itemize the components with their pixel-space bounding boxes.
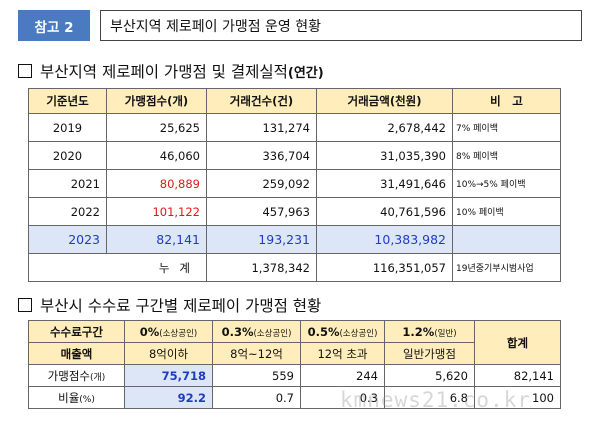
tier-range-row: 매출액 8억이하 8억~12억 12억 초과 일반가맹점 xyxy=(28,342,561,365)
header-cell: 비 고 xyxy=(452,88,561,114)
stores-value-cell: 559 xyxy=(212,364,301,387)
header-cell: 가맹점수(개) xyxy=(106,88,207,114)
table-row-highlighted: 2023 82,141 193,231 10,383,982 xyxy=(28,225,561,254)
header-cell: 거래금액(천원) xyxy=(316,88,453,114)
total-label: 누계 xyxy=(158,260,200,275)
count-cell: 131,274 xyxy=(206,113,317,142)
stores-total-cell: 82,141 xyxy=(474,364,561,387)
year-cell: 2020 xyxy=(28,141,107,170)
ratio-value-cell: 0.7 xyxy=(212,386,301,409)
year-cell: 2023 xyxy=(28,225,107,254)
year-cell: 2022 xyxy=(28,197,107,226)
year-cell: 2019 xyxy=(28,113,107,142)
tier-range-cell: 일반가맹점 xyxy=(384,342,475,365)
note-cell xyxy=(452,225,561,254)
header-cell: 기준년도 xyxy=(28,88,107,114)
amount-cell: 2,678,442 xyxy=(316,113,453,142)
total-label-cell: 누계 xyxy=(28,253,207,282)
row-header-fee-tier: 수수료구간 xyxy=(28,320,125,343)
amount-cell: 31,491,646 xyxy=(316,169,453,198)
stores-unit: (개) xyxy=(90,372,106,383)
ratio-unit: (%) xyxy=(79,394,95,405)
fee-tier-table: 수수료구간 0%(소상공인) 0.3%(소상공인) 0.5%(소상공인) 1.2… xyxy=(28,320,561,409)
ratio-value-cell: 92.2 xyxy=(124,386,213,409)
year-cell: 2021 xyxy=(28,169,107,198)
stores-value-cell: 75,718 xyxy=(124,364,213,387)
tier-rate: 0% xyxy=(139,324,160,339)
stores-value-cell: 5,620 xyxy=(384,364,475,387)
count-cell: 193,231 xyxy=(206,225,317,254)
section-1-title: 부산지역 제로페이 가맹점 및 결제실적 xyxy=(40,63,288,81)
ratio-value-cell: 0.3 xyxy=(300,386,385,409)
tier-note: (소상공인) xyxy=(253,328,292,339)
tier-note: (일반) xyxy=(434,328,457,339)
tier-rate-row: 수수료구간 0%(소상공인) 0.3%(소상공인) 0.5%(소상공인) 1.2… xyxy=(28,320,561,365)
count-cell: 457,963 xyxy=(206,197,317,226)
table-row: 2019 25,625 131,274 2,678,442 7% 페이백 xyxy=(28,113,561,142)
tier-range-cell: 8억이하 xyxy=(124,342,213,365)
table-row-stores: 가맹점수(개) 75,718 559 244 5,620 82,141 xyxy=(28,364,561,387)
stores-cell: 46,060 xyxy=(106,141,207,170)
header-cell: 거래건수(건) xyxy=(206,88,317,114)
table-total-row: 누계 1,378,342 116,351,057 19년중기부시범사업 xyxy=(28,253,561,282)
checkbox-square-icon xyxy=(18,64,32,78)
checkbox-square-icon xyxy=(18,298,32,312)
table-header-row: 기준년도 가맹점수(개) 거래건수(건) 거래금액(천원) 비 고 xyxy=(28,88,561,114)
table-row: 2020 46,060 336,704 31,035,390 8% 페이백 xyxy=(28,141,561,170)
amount-cell: 31,035,390 xyxy=(316,141,453,170)
tier-range-cell: 12억 초과 xyxy=(300,342,385,365)
tier-range-cell: 8억~12억 xyxy=(212,342,301,365)
reference-badge: 참고 2 xyxy=(18,10,90,41)
stores-value-cell: 244 xyxy=(300,364,385,387)
stores-cell: 80,889 xyxy=(106,169,207,198)
tier-rate-cell: 0.5%(소상공인) xyxy=(300,320,385,343)
row-header-sales: 매출액 xyxy=(28,342,125,365)
note-cell: 8% 페이백 xyxy=(452,141,561,170)
tier-note: (소상공인) xyxy=(339,328,378,339)
table-row: 2021 80,889 259,092 31,491,646 10%→5% 페이… xyxy=(28,169,561,198)
tier-rate-cell: 0.3%(소상공인) xyxy=(212,320,301,343)
stores-label-cell: 가맹점수(개) xyxy=(28,364,125,387)
total-note-cell: 19년중기부시범사업 xyxy=(452,253,561,282)
table-row: 2022 101,122 457,963 40,761,596 10% 페이백 xyxy=(28,197,561,226)
tier-rate-cell: 1.2%(일반) xyxy=(384,320,475,343)
tier-rate: 1.2% xyxy=(402,324,435,339)
amount-cell: 40,761,596 xyxy=(316,197,453,226)
section-heading-2: 부산시 수수료 구간별 제로페이 가맹점 현황 xyxy=(18,294,321,316)
stores-label: 가맹점수 xyxy=(47,368,90,383)
note-cell: 10% 페이백 xyxy=(452,197,561,226)
page-title: 부산지역 제로페이 가맹점 운영 현황 xyxy=(100,10,582,41)
ratio-total-cell: 100 xyxy=(474,386,561,409)
amount-cell: 10,383,982 xyxy=(316,225,453,254)
note-cell: 10%→5% 페이백 xyxy=(452,169,561,198)
total-header-cell: 합계 xyxy=(474,320,561,365)
store-performance-table: 기준년도 가맹점수(개) 거래건수(건) 거래금액(천원) 비 고 2019 2… xyxy=(28,88,561,282)
watermark: kmnews21.co.kr xyxy=(340,388,532,412)
stores-cell: 25,625 xyxy=(106,113,207,142)
tier-rate: 0.5% xyxy=(307,324,340,339)
section-1-suffix: (연간) xyxy=(287,65,324,81)
total-amount-cell: 116,351,057 xyxy=(316,253,453,282)
count-cell: 259,092 xyxy=(206,169,317,198)
stores-cell: 82,141 xyxy=(106,225,207,254)
tier-note: (소상공인) xyxy=(159,328,198,339)
note-cell: 7% 페이백 xyxy=(452,113,561,142)
count-cell: 336,704 xyxy=(206,141,317,170)
section-2-title: 부산시 수수료 구간별 제로페이 가맹점 현황 xyxy=(40,297,322,315)
tier-rate: 0.3% xyxy=(221,324,254,339)
ratio-label: 비율 xyxy=(58,390,80,405)
stores-cell: 101,122 xyxy=(106,197,207,226)
table-row-ratio: 비율(%) 92.2 0.7 0.3 6.8 100 xyxy=(28,386,561,409)
total-count-cell: 1,378,342 xyxy=(206,253,317,282)
section-heading-1: 부산지역 제로페이 가맹점 및 결제실적 (연간) xyxy=(18,60,324,82)
ratio-label-cell: 비율(%) xyxy=(28,386,125,409)
ratio-value-cell: 6.8 xyxy=(384,386,475,409)
tier-rate-cell: 0%(소상공인) xyxy=(124,320,213,343)
